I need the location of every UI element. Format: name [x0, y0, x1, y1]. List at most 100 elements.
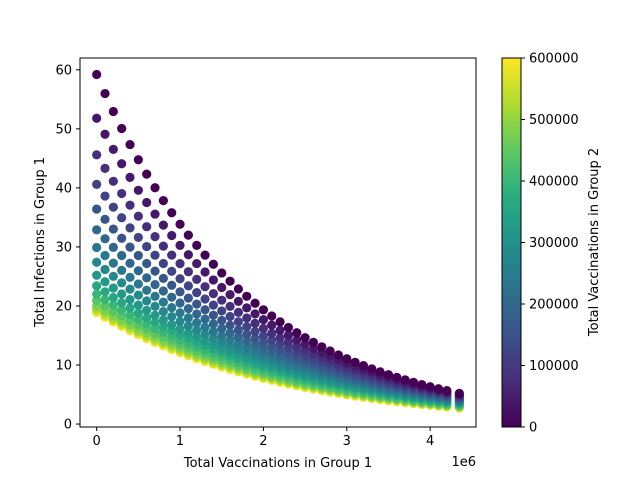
colorbar-label: Total Vaccinations in Group 2 [587, 148, 602, 337]
y-tick-label: 50 [55, 122, 72, 137]
scatter-point [175, 259, 185, 269]
scatter-point [425, 382, 435, 392]
scatter-point [167, 292, 177, 302]
scatter-point [192, 325, 202, 335]
scatter-point [108, 292, 118, 303]
scatter-point [208, 300, 218, 310]
scatter-point [258, 338, 269, 348]
x-tick-label: 3 [343, 434, 351, 449]
x-tick-label: 2 [259, 434, 267, 449]
scatter-point [267, 335, 277, 345]
scatter-point [100, 234, 110, 244]
scatter-point [350, 357, 360, 367]
scatter-point [133, 211, 143, 221]
scatter-point [133, 308, 143, 318]
scatter-point [192, 309, 202, 319]
scatter-point [150, 291, 160, 301]
scatter-point [150, 232, 160, 242]
scatter-point [217, 295, 227, 305]
scatter-point [200, 336, 210, 346]
scatter-point [392, 372, 402, 382]
scatter-point [158, 195, 168, 206]
scatter-point [142, 222, 152, 232]
scatter-point [250, 318, 260, 328]
scatter-point [92, 113, 102, 123]
scatter-point [225, 328, 235, 338]
scatter-point [100, 277, 110, 287]
scatter-point [125, 284, 135, 294]
scatter-point [117, 278, 127, 288]
scatter-point [292, 341, 302, 351]
scatter-point [267, 311, 277, 321]
scatter-point [133, 266, 143, 276]
scatter-point [442, 386, 452, 396]
scatter-point [117, 233, 127, 243]
scatter-point [167, 280, 177, 290]
scatter-points [92, 69, 464, 413]
scatter-point [133, 155, 143, 165]
x-tick-label: 1 [176, 434, 184, 449]
scatter-point [150, 317, 160, 327]
scatter-point [267, 328, 277, 338]
scatter-point [100, 88, 110, 99]
scatter-point [208, 259, 218, 269]
scatter-point [454, 388, 464, 398]
scatter-point [117, 188, 127, 199]
scatter-point [358, 361, 369, 371]
y-tick-label: 10 [55, 359, 72, 374]
scatter-point [108, 242, 118, 252]
scatter-point [100, 214, 110, 224]
scatter-point [200, 267, 210, 277]
scatter-point [92, 69, 102, 80]
scatter-point [158, 258, 168, 269]
scatter-point [100, 264, 110, 275]
scatter-point [142, 305, 152, 315]
scatter-point [133, 300, 143, 310]
scatter-point [133, 279, 143, 289]
scatter-point [283, 330, 294, 340]
y-axis-ticks: 0 10 20 30 40 50 60 [55, 63, 80, 433]
scatter-point [117, 298, 127, 308]
scatter-point [175, 274, 185, 284]
scatter-point [108, 144, 118, 154]
scatter-point [300, 339, 310, 349]
scatter-point [125, 139, 135, 150]
scatter-point [92, 296, 102, 306]
colorbar-ticks: 0 100000 200000 300000 400000 500000 600000 [521, 52, 579, 436]
scatter-point [183, 230, 193, 240]
y-tick-label: 40 [55, 181, 72, 196]
scatter-point [142, 273, 152, 283]
scatter-point [142, 241, 152, 252]
scatter-point [117, 159, 127, 169]
scatter-point [233, 307, 243, 317]
scatter-point [183, 313, 193, 323]
scatter-point [217, 337, 227, 347]
scatter-point [275, 333, 285, 343]
scatter-point [217, 315, 227, 325]
scatter-point [242, 336, 252, 346]
scatter-point [242, 291, 252, 301]
scatter-point [117, 213, 127, 223]
scatter-point [158, 306, 168, 317]
scatter-point [183, 267, 193, 277]
scatter-point [92, 225, 102, 235]
scatter-point [275, 325, 285, 335]
scatter-point [225, 276, 235, 286]
scatter-point [242, 313, 252, 323]
scatter-point [117, 123, 127, 134]
scatter-point [183, 321, 193, 331]
scatter-point [192, 240, 202, 250]
scatter-point [125, 242, 135, 252]
scatter-point [92, 242, 102, 253]
scatter-point [408, 377, 419, 387]
scatter-point [175, 298, 185, 308]
scatter-point [258, 305, 269, 315]
x-tick-label: 4 [426, 434, 434, 449]
scatter-point [167, 250, 177, 260]
scatter-point [133, 315, 143, 325]
scatter-point [158, 297, 168, 307]
scatter-point [125, 223, 135, 233]
scatter-point [208, 289, 218, 299]
scatter-point [342, 354, 352, 364]
scatter-point [383, 370, 394, 380]
